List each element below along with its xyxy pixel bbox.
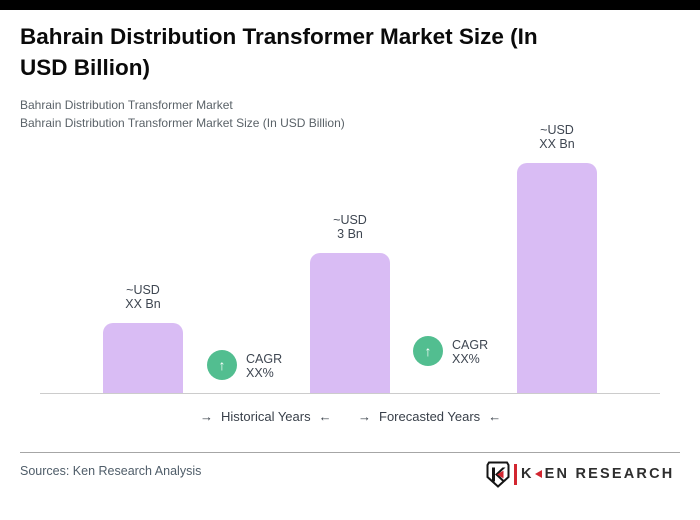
footer-divider <box>20 452 680 453</box>
bar2-label-line1: ~USD <box>333 213 367 227</box>
x-axis-group-historical: → Historical Years ← <box>200 409 332 424</box>
x-axis-baseline <box>40 393 660 394</box>
logo-text-k: K <box>521 466 534 482</box>
bar1-label-line1: ~USD <box>126 283 160 297</box>
cagr-annotation-1: CAGR XX% <box>246 352 282 380</box>
up-arrow-glyph: ↑ <box>424 343 432 359</box>
x-axis-label-forecasted: Forecasted Years <box>379 409 481 424</box>
cagr-annotation-2: CAGR XX% <box>452 338 488 366</box>
up-arrow-circle-icon: ↑ <box>413 336 443 366</box>
bar1-label-line2: XX Bn <box>125 297 161 311</box>
cagr1-value: XX% <box>246 366 274 380</box>
red-triangle-icon <box>534 470 542 478</box>
logo-text-rest: EN RESEARCH <box>544 466 675 482</box>
chart-subtitle: Bahrain Distribution Transformer Market … <box>20 96 640 132</box>
x-axis-label-historical: Historical Years <box>221 409 311 424</box>
bar-historical <box>103 323 183 393</box>
page-title: Bahrain Distribution Transformer Market … <box>20 21 670 83</box>
logo-separator <box>514 463 517 485</box>
bar-forecast <box>517 163 597 393</box>
chart-subtitle-line1: Bahrain Distribution Transformer Market <box>20 98 233 112</box>
up-arrow-circle-icon: ↑ <box>207 350 237 380</box>
right-arrow-icon: → <box>200 409 213 424</box>
page-title-line2: USD Billion) <box>20 55 150 80</box>
cagr2-value: XX% <box>452 352 480 366</box>
bar3-label-line2: XX Bn <box>539 137 575 151</box>
bar-current <box>310 253 390 393</box>
ken-research-logo: K EN RESEARCH <box>486 460 674 488</box>
bar-value-label-historical: ~USD XX Bn <box>103 283 183 311</box>
x-axis-group-forecasted: → Forecasted Years ← <box>358 409 501 424</box>
logo-wordmark: K EN RESEARCH <box>521 466 674 482</box>
left-arrow-icon: ← <box>488 409 502 424</box>
chart-subtitle-line2: Bahrain Distribution Transformer Market … <box>20 116 345 130</box>
bar-value-label-current: ~USD 3 Bn <box>310 213 390 241</box>
sources-note: Sources: Ken Research Analysis <box>20 464 202 478</box>
left-arrow-icon: ← <box>318 409 332 424</box>
bar-value-label-forecast: ~USD XX Bn <box>517 123 597 151</box>
bar3-label-line1: ~USD <box>540 123 574 137</box>
bar2-label-line2: 3 Bn <box>337 227 363 241</box>
ken-research-badge-icon <box>486 461 510 488</box>
cagr1-label: CAGR <box>246 352 283 366</box>
cagr2-label: CAGR <box>452 338 489 352</box>
up-arrow-glyph: ↑ <box>218 357 226 373</box>
right-arrow-icon: → <box>358 409 371 424</box>
top-black-bar <box>0 0 700 10</box>
page-title-line1: Bahrain Distribution Transformer Market … <box>20 24 538 49</box>
